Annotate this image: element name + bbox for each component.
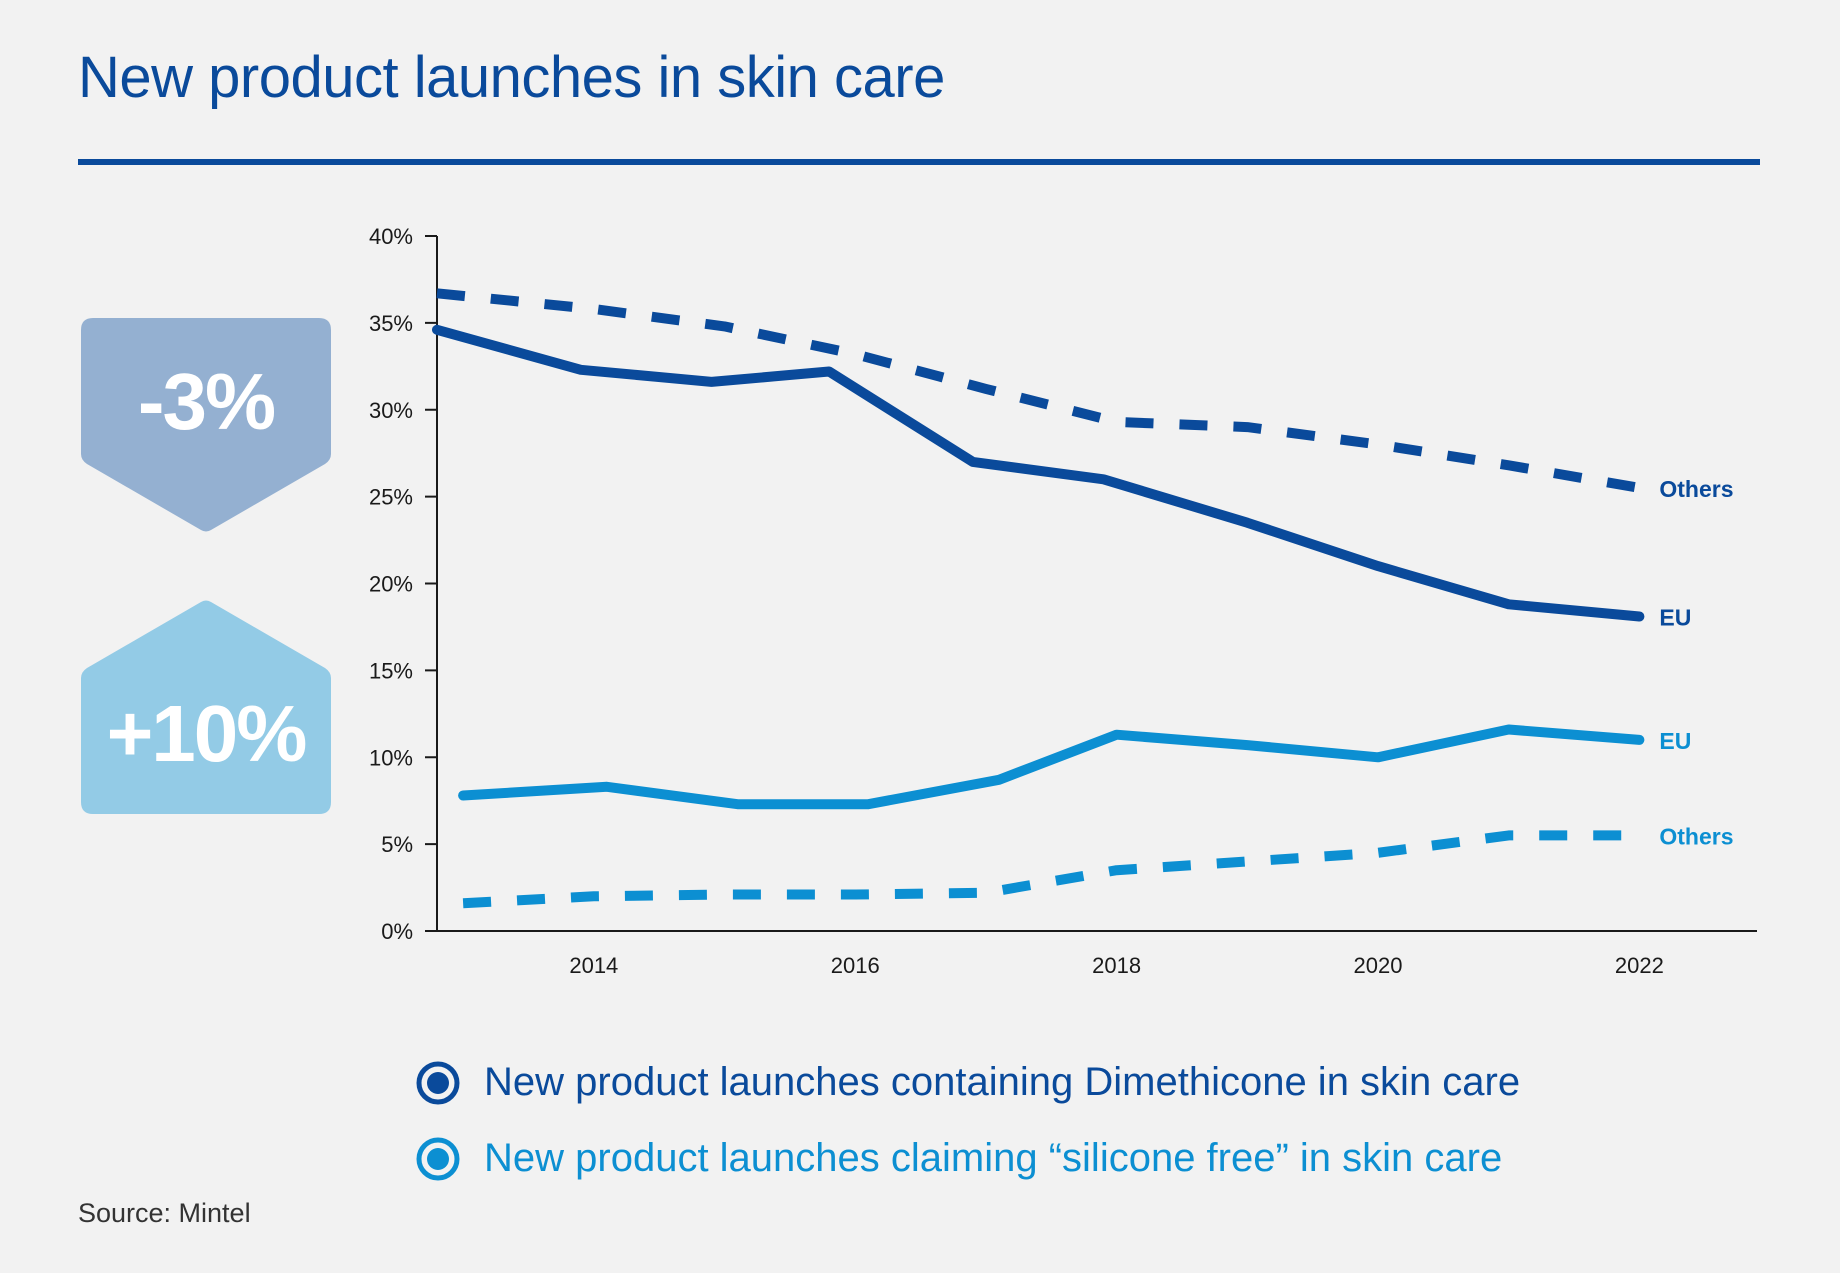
series-label: EU xyxy=(1659,605,1691,631)
x-tick-label: 2020 xyxy=(1354,953,1403,978)
y-tick-label: 15% xyxy=(369,658,413,683)
legend-label: New product launches containing Dimethic… xyxy=(484,1060,1521,1104)
arrow-up-shape-icon xyxy=(81,600,331,814)
x-tick-label: 2022 xyxy=(1615,953,1664,978)
y-tick-label: 0% xyxy=(381,919,413,944)
y-tick-label: 10% xyxy=(369,745,413,770)
y-tick-label: 25% xyxy=(369,485,413,510)
decrease-badge: -3% xyxy=(81,318,331,532)
series-label: EU xyxy=(1659,728,1691,754)
legend-item-silicone-free: New product launches claiming “silicone … xyxy=(416,1134,1716,1184)
decrease-badge-value: -3% xyxy=(137,357,276,446)
series-line-eu-dimethicone xyxy=(432,324,1645,622)
arrow-down-shape-icon xyxy=(81,318,331,532)
series-line-others-dimethicone xyxy=(436,288,1641,493)
chart-title: New product launches in skin care xyxy=(78,45,945,110)
line-chart: 0% 5% 10% 15% 20% 25% 30% 35% 40% 2014 2016 2018 202… xyxy=(369,224,1757,978)
target-circle-icon xyxy=(416,1061,460,1105)
x-tick-label: 2016 xyxy=(831,953,880,978)
y-tick-label: 30% xyxy=(369,398,413,423)
series-label: Others xyxy=(1659,823,1733,849)
source-note: Source: Mintel xyxy=(78,1198,251,1228)
x-tick-label: 2014 xyxy=(569,953,618,978)
x-tick-label: 2018 xyxy=(1092,953,1141,978)
y-tick-label: 20% xyxy=(369,572,413,597)
increase-badge: +10% xyxy=(81,600,331,814)
title-divider xyxy=(78,159,1760,165)
series-line-eu-silicone-free xyxy=(458,724,1645,810)
increase-badge-value: +10% xyxy=(106,689,308,778)
y-tick-label: 5% xyxy=(381,832,413,857)
legend-label: New product launches claiming “silicone … xyxy=(484,1136,1503,1180)
y-tick-label: 35% xyxy=(369,311,413,336)
y-tick-label: 40% xyxy=(369,224,413,249)
legend-item-dimethicone: New product launches containing Dimethic… xyxy=(416,1058,1716,1108)
series-line-others-silicone-free xyxy=(462,830,1640,909)
series-label: Others xyxy=(1659,476,1733,502)
target-circle-icon xyxy=(416,1137,460,1181)
